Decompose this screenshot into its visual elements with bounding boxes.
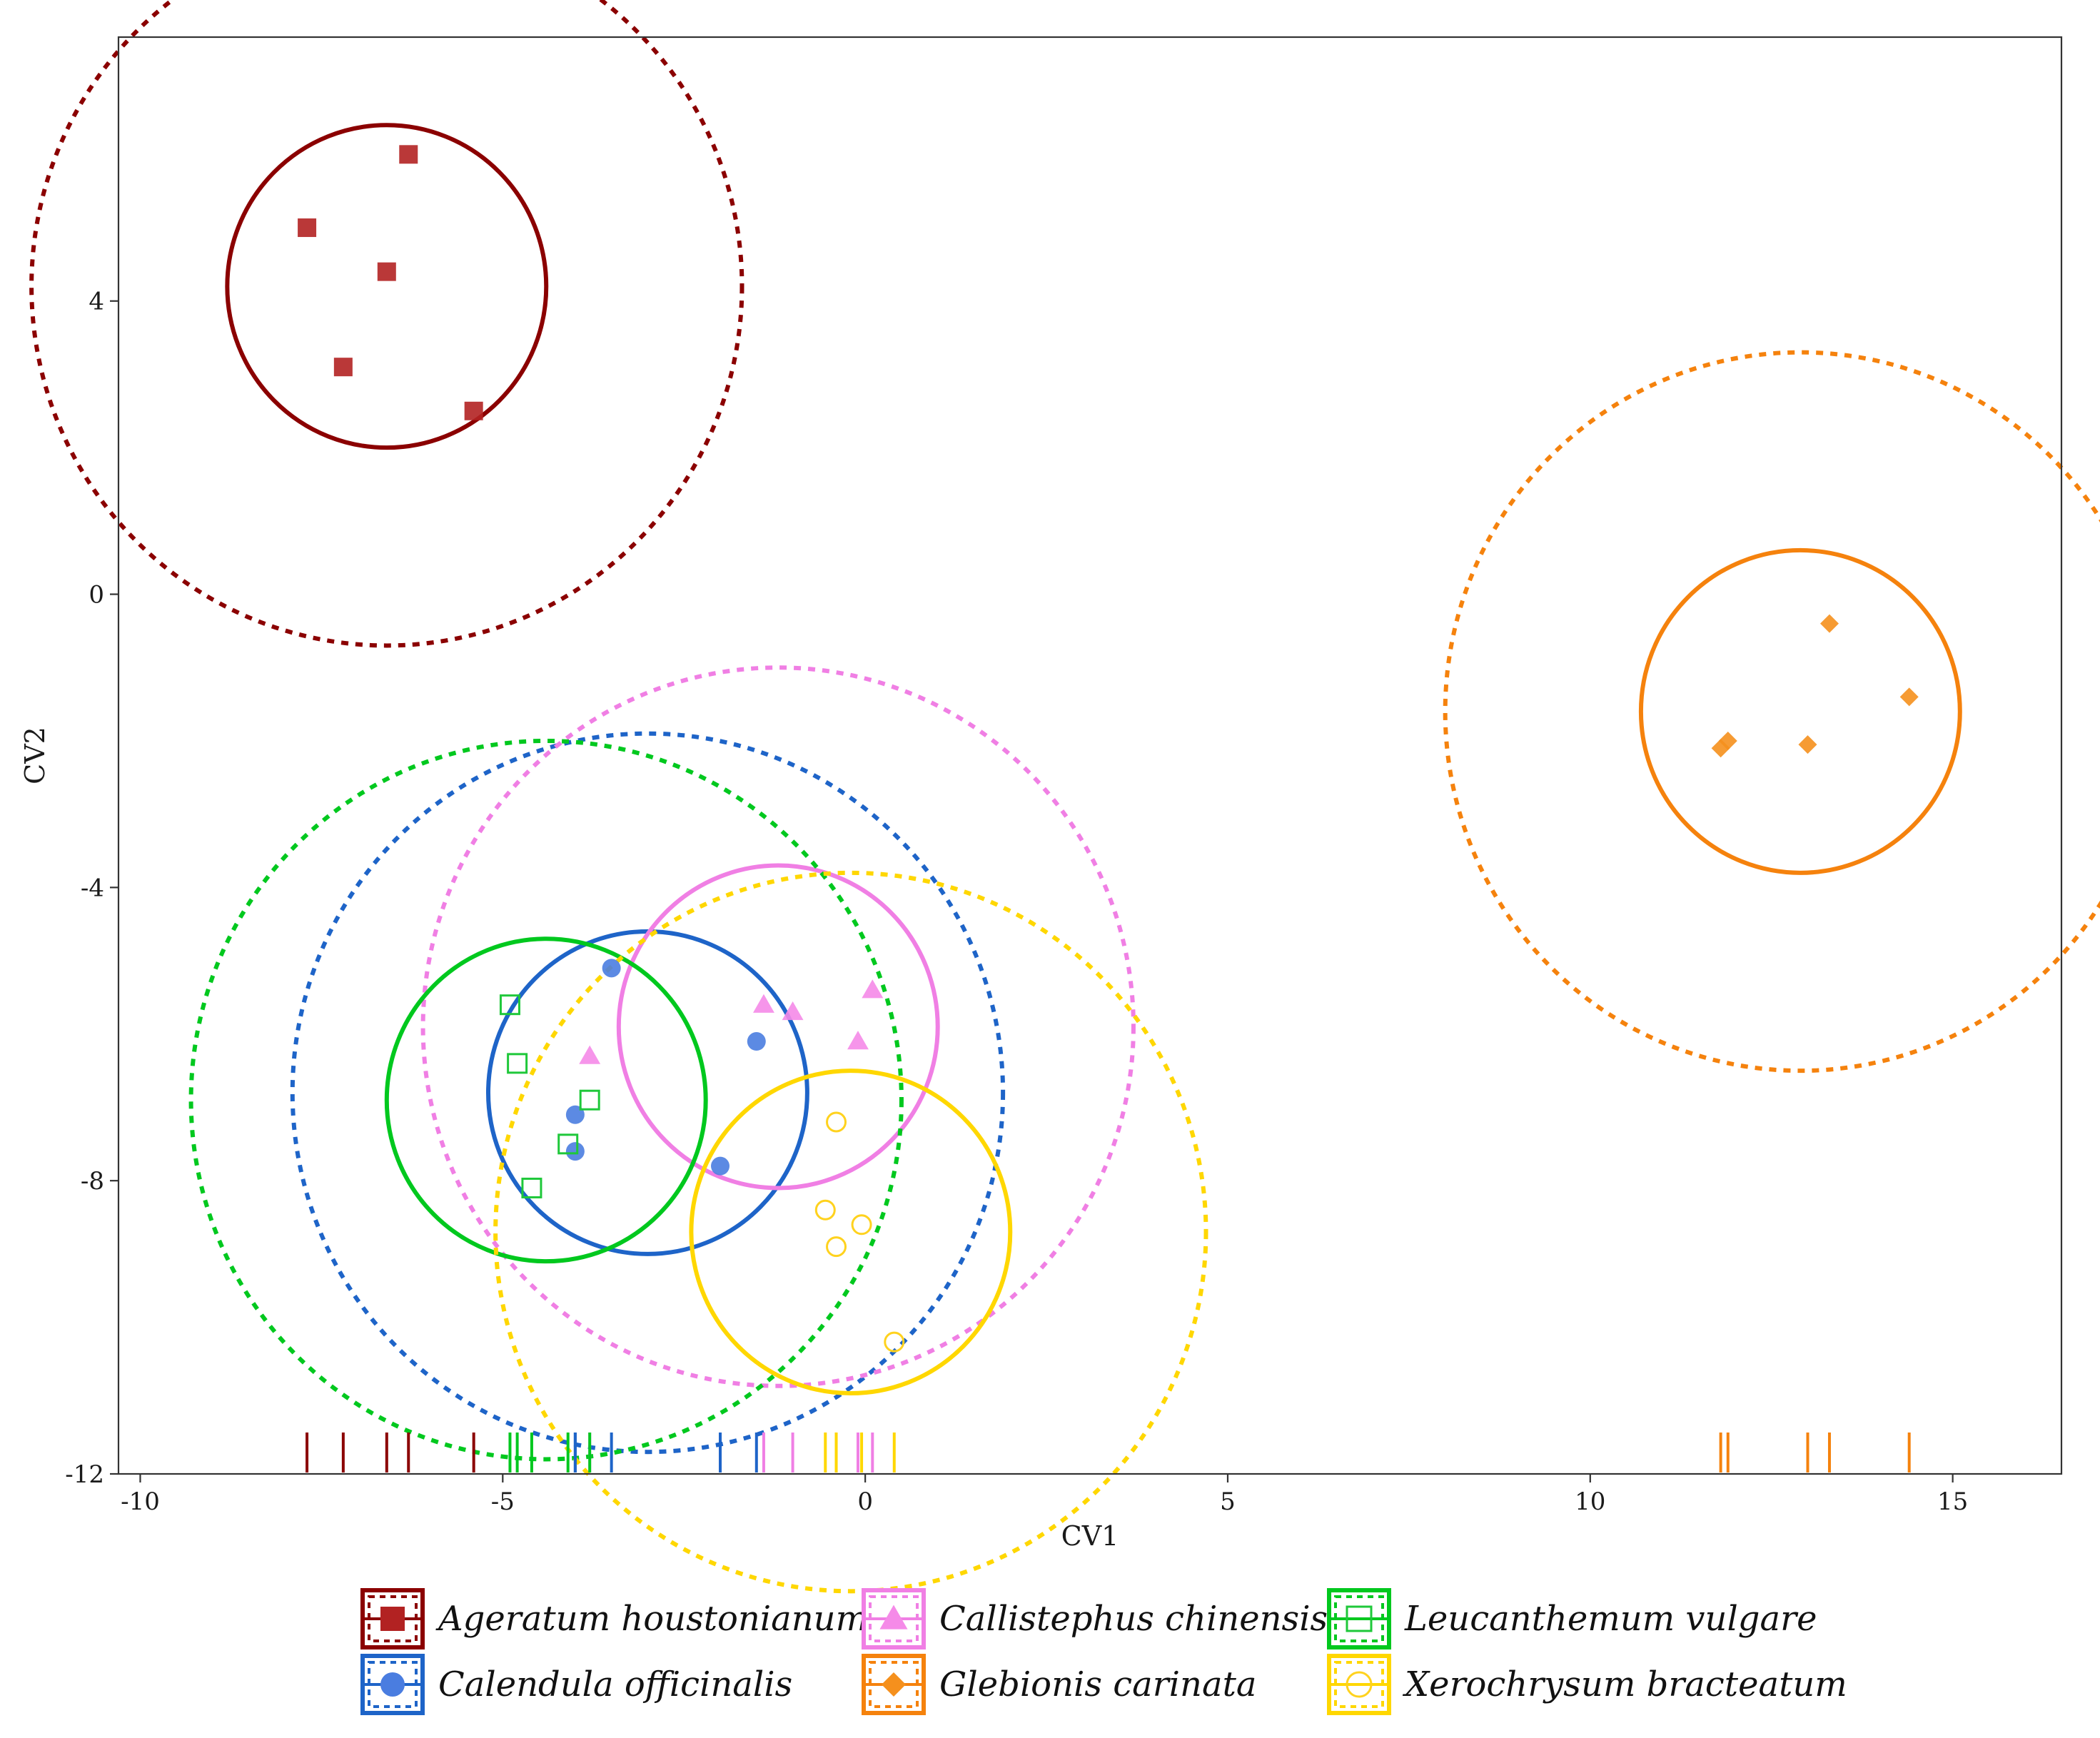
plot-panel-border [117,36,2063,1475]
x-tick-label: 0 [857,1487,873,1516]
data-point [399,145,418,164]
data-point [851,1214,872,1236]
data-point [579,1089,600,1111]
data-point [298,218,317,238]
y-axis-title: CV2 [19,727,51,784]
x-tick-label: 15 [1937,1487,1968,1516]
legend-key-marker [380,1607,405,1631]
legend-key-marker [380,1672,405,1697]
data-point [579,1045,601,1064]
data-point [602,959,621,978]
y-tick-label: 4 [89,288,104,316]
outer-confidence-circle [290,731,1006,1455]
legend-label: Calendula officinalis [438,1664,792,1704]
data-point [565,1142,585,1161]
inner-confidence-circle [616,863,940,1191]
data-point [862,979,884,999]
data-point [1899,687,1919,707]
data-point [752,994,774,1013]
x-tick-label: -5 [491,1487,515,1516]
data-point [826,1236,847,1258]
legend-item: Xerochrysum bracteatum [1327,1654,1847,1715]
legend-item: Ageratum houstonianum [360,1588,868,1649]
data-point [521,1177,542,1198]
data-point [565,1105,585,1124]
x-axis: -10 -5 0 5 10 15 [121,1474,1968,1516]
data-point [847,1031,869,1050]
x-axis-title: CV1 [1061,1520,1119,1552]
confidence-circles-layer [29,0,2100,1594]
x-tick-label: -10 [121,1487,160,1516]
inner-confidence-circle [225,123,549,450]
inner-confidence-circle [689,1068,1013,1396]
y-axis: -12 -8 -4 0 4 [65,288,118,1489]
data-point [1819,614,1839,633]
legend-label: Leucanthemum vulgare [1404,1599,1817,1639]
data-point [711,1156,730,1176]
data-point [1711,739,1730,758]
legend-label: Glebionis carinata [939,1664,1256,1704]
data-point [499,994,520,1016]
legend-label: Ageratum houstonianum [435,1599,868,1639]
legend-label: Callistephus chinensis [939,1599,1328,1639]
legend-item: Callistephus chinensis [862,1588,1328,1649]
outer-confidence-circle [420,665,1136,1388]
data-point [826,1111,847,1133]
data-point [814,1199,836,1221]
legend-item: Calendula officinalis [360,1654,792,1715]
outer-confidence-circle [188,738,904,1462]
data-point [377,262,396,281]
data-point [884,1331,905,1353]
x-tick-label: 5 [1220,1487,1236,1516]
data-point [1798,735,1817,754]
data-point [747,1032,766,1051]
legend-item: Glebionis carinata [862,1654,1256,1715]
data-point [557,1133,579,1155]
legend-item: Leucanthemum vulgare [1327,1588,1817,1649]
x-tick-label: 10 [1575,1487,1605,1516]
legend-key-marker [1346,1671,1373,1698]
y-tick-label: -12 [65,1460,104,1489]
legend-key-marker [879,1605,908,1630]
points-layer [298,145,1919,1353]
outer-confidence-circle [493,870,1208,1594]
inner-confidence-circle [1638,547,1962,875]
legend-label: Xerochrysum bracteatum [1402,1664,1847,1704]
legend-key-marker [1346,1605,1373,1632]
data-point [464,401,483,420]
inner-confidence-circle [384,936,708,1264]
data-point [333,358,353,377]
y-tick-label: 0 [89,581,104,610]
data-point [507,1053,528,1074]
y-tick-label: -8 [81,1167,104,1196]
legend-key-marker [882,1672,906,1697]
outer-confidence-circle [1443,350,2100,1073]
legend: Ageratum houstonianum Callistephus chinen… [360,1588,1847,1715]
y-tick-label: -4 [81,874,104,902]
outer-confidence-circle [29,0,744,648]
data-point [782,1001,804,1021]
rug-layer [306,1433,1911,1472]
